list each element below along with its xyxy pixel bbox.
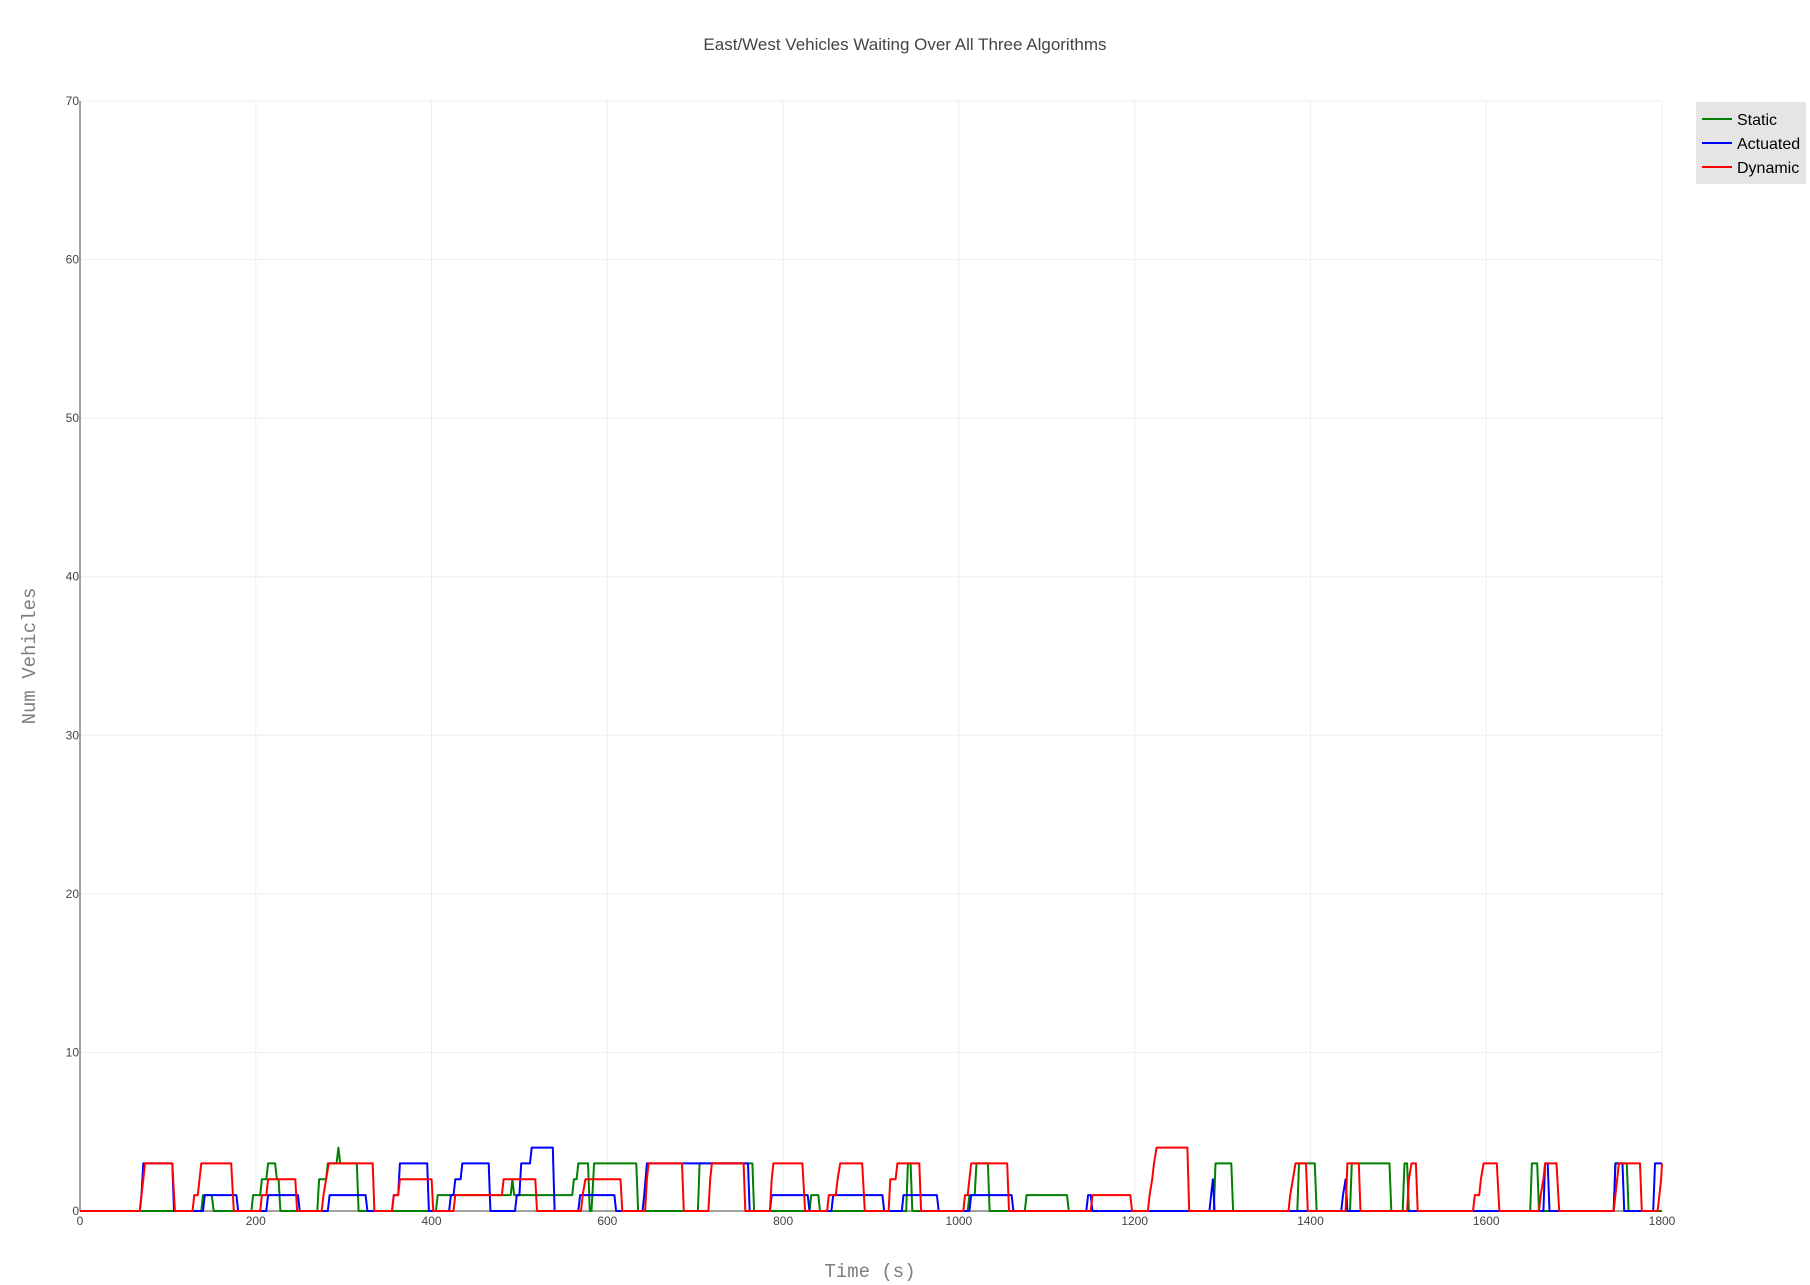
x-tick-label: 400 xyxy=(422,1214,442,1228)
x-tick-label: 0 xyxy=(77,1214,84,1228)
y-tick-label: 50 xyxy=(66,411,80,425)
x-tick-label: 1200 xyxy=(1121,1214,1148,1228)
y-axis-title: Num Vehicles xyxy=(19,588,41,725)
y-tick-label: 0 xyxy=(72,1204,79,1218)
y-tick-label: 10 xyxy=(66,1045,80,1059)
x-tick-label: 600 xyxy=(597,1214,617,1228)
y-axis-ticks: 0 10 20 30 40 50 60 70 xyxy=(66,94,80,1218)
grid-lines xyxy=(80,100,1663,1211)
y-tick-label: 40 xyxy=(66,570,80,584)
series-line-static xyxy=(80,1146,1662,1212)
x-tick-label: 1400 xyxy=(1297,1214,1324,1228)
legend-label-dynamic: Dynamic xyxy=(1737,160,1799,177)
y-tick-label: 60 xyxy=(66,253,80,267)
x-tick-label: 1800 xyxy=(1649,1214,1676,1228)
chart-title: East/West Vehicles Waiting Over All Thre… xyxy=(703,35,1106,54)
axes xyxy=(79,101,1662,1212)
x-tick-label: 200 xyxy=(246,1214,266,1228)
x-axis-ticks: 0 200 400 600 800 1000 1200 1400 1600 1800 xyxy=(77,1214,1676,1228)
series-line-dynamic xyxy=(80,1146,1663,1212)
y-tick-label: 70 xyxy=(66,94,80,108)
x-tick-label: 800 xyxy=(773,1214,793,1228)
y-tick-label: 20 xyxy=(66,887,80,901)
x-tick-label: 1600 xyxy=(1473,1214,1500,1228)
x-tick-label: 1000 xyxy=(946,1214,973,1228)
y-tick-label: 30 xyxy=(66,728,80,742)
legend-label-actuated: Actuated xyxy=(1737,136,1800,153)
legend-label-static: Static xyxy=(1737,112,1777,129)
x-axis-title: Time (s) xyxy=(824,1261,915,1283)
series-lines xyxy=(80,1146,1663,1212)
legend: Static Actuated Dynamic xyxy=(1696,102,1806,184)
